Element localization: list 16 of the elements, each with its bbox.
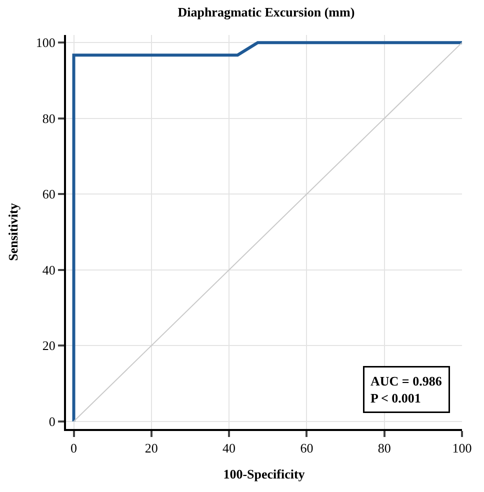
x-tick-label: 60: [300, 440, 314, 456]
x-tick-label: 0: [70, 440, 78, 456]
x-tick-label: 20: [144, 440, 158, 456]
x-tick-label: 80: [378, 440, 391, 456]
y-tick-label: 20: [42, 338, 56, 354]
y-tick-label: 80: [42, 110, 56, 126]
x-tick-label: 100: [452, 440, 472, 456]
x-tick-label: 40: [222, 440, 236, 456]
x-axis-title: 100-Specificity: [223, 466, 306, 482]
chart-title: Diaphragmatic Excursion (mm): [178, 4, 355, 20]
y-tick-label: 0: [48, 414, 56, 429]
y-tick-label: 100: [36, 35, 56, 50]
y-tick-label: 40: [42, 262, 56, 278]
y-tick-label: 60: [42, 186, 56, 202]
annotation: AUC = 0.986 P < 0.001: [370, 374, 442, 406]
y-axis-title: Sensitivity: [5, 202, 20, 261]
